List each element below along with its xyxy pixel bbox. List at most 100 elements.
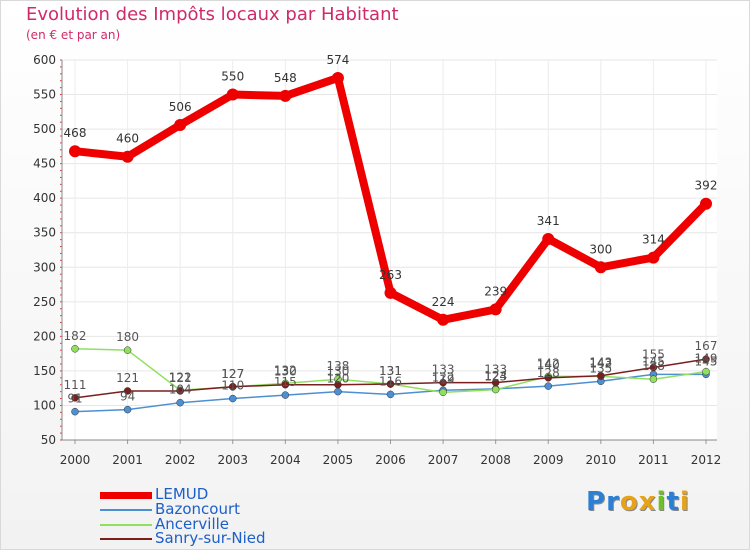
data-label: 122 [432, 370, 455, 384]
legend-swatch [100, 509, 152, 511]
data-point [544, 374, 552, 382]
data-label: 550 [221, 70, 244, 84]
data-label: 138 [642, 359, 665, 373]
data-label: 460 [116, 132, 139, 146]
data-label: 574 [326, 53, 349, 67]
data-point [702, 367, 710, 376]
x-tick-label: 2000 [60, 453, 91, 467]
data-label: 135 [589, 361, 612, 375]
x-tick-label: 2010 [586, 453, 617, 467]
data-label: 127 [221, 367, 244, 381]
data-label: 138 [326, 359, 349, 373]
x-tick-label: 2005 [323, 453, 354, 467]
data-label: 111 [64, 378, 87, 392]
x-tick-label: 2012 [691, 453, 722, 467]
data-point [69, 145, 81, 158]
x-tick-label: 2009 [533, 453, 564, 467]
y-tick-label: 450 [33, 157, 56, 171]
logo-letter: i [679, 487, 690, 517]
data-label: 128 [537, 366, 560, 380]
legend-swatch [100, 524, 152, 526]
data-label: 116 [379, 374, 402, 388]
chart-subtitle: (en € et par an) [26, 28, 121, 42]
data-point [702, 355, 710, 363]
y-tick-label: 50 [41, 433, 56, 447]
data-label: 133 [432, 363, 455, 377]
data-label: 239 [484, 284, 507, 298]
data-label: 104 [169, 383, 192, 397]
x-tick-label: 2004 [270, 453, 301, 467]
data-label: 119 [432, 372, 455, 386]
y-tick-label: 300 [33, 260, 56, 274]
data-point [386, 380, 395, 388]
data-point [229, 394, 237, 403]
x-tick-label: 2011 [638, 453, 669, 467]
x-tick-label: 2001 [112, 453, 143, 467]
data-label: 506 [169, 100, 192, 114]
x-tick-label: 2003 [217, 453, 248, 467]
data-label: 132 [274, 363, 297, 377]
data-label: 468 [64, 126, 87, 140]
data-point [386, 390, 395, 399]
data-point [176, 387, 184, 395]
data-point [334, 387, 342, 396]
data-point [597, 371, 605, 380]
data-point [331, 71, 344, 84]
data-point [384, 286, 397, 299]
data-point [121, 150, 134, 163]
y-tick-label: 100 [33, 398, 56, 412]
chart-title: Evolution des Impôts locaux par Habitant [26, 4, 399, 25]
data-label: 548 [274, 71, 297, 85]
data-point [542, 232, 555, 245]
data-point [123, 405, 132, 414]
logo-letter: t [666, 487, 680, 517]
logo-letter: r [606, 487, 620, 517]
data-label: 133 [484, 363, 507, 377]
legend-label: Ancerville [155, 515, 230, 533]
logo-letter: P [586, 487, 607, 517]
data-label: 145 [695, 354, 718, 368]
data-point [647, 251, 660, 264]
data-point [437, 313, 450, 326]
data-label: 115 [274, 375, 297, 389]
logo-letter: x [638, 487, 657, 517]
data-label: 145 [642, 354, 665, 368]
y-tick-label: 250 [33, 295, 56, 309]
data-point [176, 398, 184, 407]
data-label: 341 [537, 214, 560, 228]
y-tick-label: 350 [33, 226, 56, 240]
legend-swatch [100, 538, 152, 540]
y-tick-label: 200 [33, 329, 56, 343]
data-label: 263 [379, 268, 402, 282]
data-point [489, 303, 502, 316]
data-label: 392 [695, 179, 718, 193]
y-tick-label: 150 [33, 364, 56, 378]
data-point [594, 261, 607, 274]
x-tick-label: 2002 [165, 453, 196, 467]
data-label: 224 [432, 295, 455, 309]
data-label: 155 [642, 347, 665, 361]
data-label: 120 [326, 372, 349, 386]
x-tick-label: 2006 [375, 453, 406, 467]
data-label: 142 [537, 356, 560, 370]
data-point [281, 380, 290, 389]
data-label: 149 [695, 352, 718, 366]
data-label: 140 [537, 358, 560, 372]
data-label: 167 [695, 339, 718, 353]
data-label: 182 [64, 329, 87, 343]
data-point [649, 375, 658, 383]
data-point [71, 345, 79, 353]
data-point [649, 363, 658, 372]
data-label: 124 [484, 369, 507, 383]
data-label: 127 [221, 367, 244, 381]
data-point [700, 197, 712, 210]
legend-swatch [100, 492, 152, 499]
data-point [123, 387, 132, 395]
data-label: 143 [589, 356, 612, 370]
y-tick-label: 600 [33, 53, 56, 67]
data-point [71, 394, 79, 402]
data-point [439, 378, 447, 387]
data-point [229, 383, 237, 391]
legend-label: Bazoncourt [155, 500, 241, 518]
data-label: 300 [589, 242, 612, 256]
